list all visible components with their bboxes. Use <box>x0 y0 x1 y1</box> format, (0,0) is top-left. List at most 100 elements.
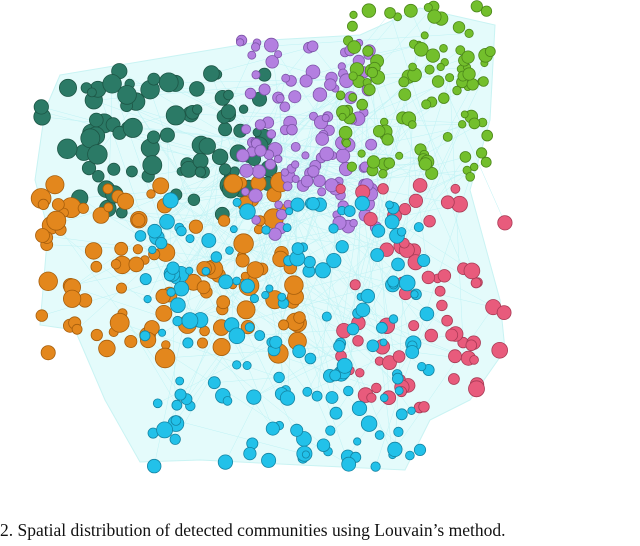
node <box>450 183 461 194</box>
node <box>265 284 274 293</box>
node <box>348 92 358 102</box>
edge <box>161 166 475 334</box>
node <box>306 196 320 211</box>
edge <box>366 82 390 164</box>
node <box>497 215 513 231</box>
node <box>378 169 388 179</box>
node <box>460 110 469 119</box>
node <box>261 225 271 235</box>
edge <box>394 307 494 450</box>
node <box>201 233 217 248</box>
edge <box>240 124 463 132</box>
node <box>62 289 82 308</box>
node <box>360 415 378 432</box>
node <box>335 148 351 164</box>
node <box>147 223 163 239</box>
node <box>107 162 121 176</box>
node <box>187 193 201 207</box>
node <box>51 198 65 211</box>
node <box>420 31 429 40</box>
node <box>392 350 406 363</box>
node <box>188 219 203 234</box>
node <box>71 323 83 335</box>
node <box>102 74 122 94</box>
node <box>243 446 257 461</box>
node <box>413 443 427 456</box>
node <box>398 274 416 292</box>
node <box>185 266 194 275</box>
edge <box>310 149 421 359</box>
node <box>434 285 446 297</box>
node <box>373 124 386 138</box>
node <box>290 141 301 152</box>
node <box>251 215 261 225</box>
node <box>407 120 417 129</box>
node <box>301 151 310 160</box>
node <box>212 337 231 356</box>
node <box>355 368 365 378</box>
node <box>152 398 163 409</box>
node <box>478 76 489 87</box>
node <box>59 78 78 97</box>
node <box>282 181 293 192</box>
node <box>348 71 358 81</box>
node <box>273 371 285 384</box>
node <box>366 155 381 169</box>
node <box>408 62 417 72</box>
node <box>346 20 358 32</box>
node <box>171 399 183 411</box>
node <box>148 245 157 255</box>
node <box>218 122 233 137</box>
node <box>132 244 143 255</box>
node <box>465 172 476 182</box>
nodes <box>30 0 513 474</box>
node <box>314 262 331 279</box>
node <box>305 64 321 80</box>
node <box>139 273 152 286</box>
node <box>291 174 300 183</box>
node <box>81 161 97 176</box>
node <box>220 104 236 120</box>
node <box>261 452 277 468</box>
node <box>169 433 181 445</box>
edge <box>236 166 475 366</box>
node <box>317 187 327 197</box>
node <box>143 294 152 304</box>
node <box>427 9 442 24</box>
node <box>89 112 104 128</box>
node <box>424 64 435 75</box>
node <box>374 430 385 440</box>
node <box>398 76 410 88</box>
node <box>236 148 250 163</box>
node <box>452 21 466 34</box>
node <box>366 339 380 353</box>
node <box>158 72 179 93</box>
node <box>455 45 466 56</box>
node <box>481 129 494 142</box>
network-figure <box>30 0 513 474</box>
node <box>335 240 349 254</box>
node <box>384 7 396 19</box>
node <box>277 292 287 302</box>
node <box>375 321 388 334</box>
node <box>282 223 292 233</box>
node <box>174 388 187 401</box>
node <box>223 89 234 101</box>
node <box>147 130 161 144</box>
node <box>458 120 467 129</box>
node <box>343 205 356 218</box>
node <box>240 278 255 294</box>
node <box>459 151 472 163</box>
node <box>379 393 389 403</box>
edge <box>175 420 306 455</box>
node <box>249 293 259 304</box>
node <box>442 131 453 142</box>
node <box>431 75 445 88</box>
node <box>385 200 394 210</box>
node <box>291 242 305 255</box>
node <box>418 157 433 171</box>
node <box>475 147 488 159</box>
node <box>286 123 298 136</box>
node <box>154 347 176 369</box>
node <box>448 349 462 364</box>
